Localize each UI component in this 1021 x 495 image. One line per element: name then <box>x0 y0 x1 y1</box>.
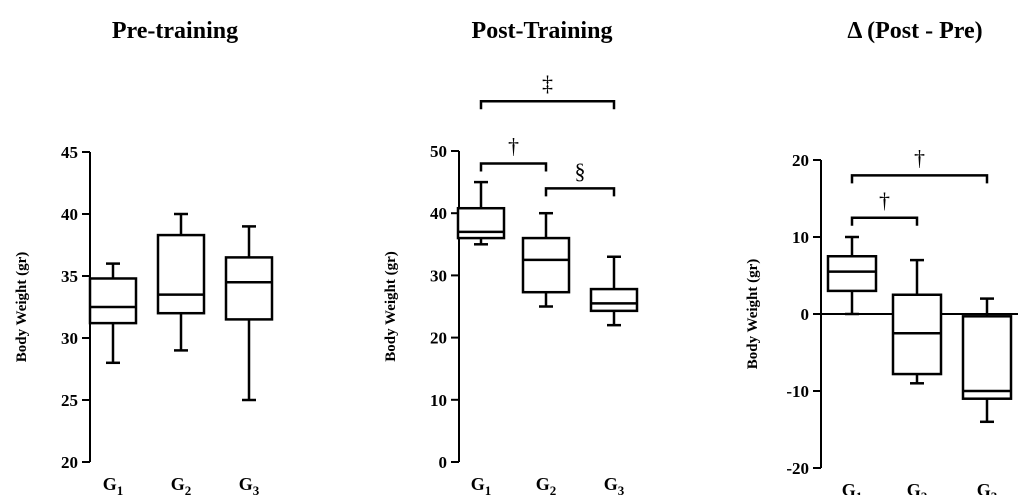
bracket-line <box>544 187 616 197</box>
y-tick-label: 50 <box>430 142 447 161</box>
box-group-2 <box>156 212 206 352</box>
x-tick-label: G2 <box>171 474 192 495</box>
significance-bracket: ‡ <box>479 71 616 110</box>
x-tick-label: G1 <box>471 474 492 495</box>
significance-symbol: † <box>508 133 519 158</box>
y-axis-label: Body Weight (gr) <box>14 252 30 363</box>
x-tick-label: G1 <box>842 480 863 495</box>
box-group-3 <box>224 225 274 402</box>
y-tick-label: 30 <box>430 266 447 285</box>
box-iqr <box>156 233 206 315</box>
box-iqr <box>961 315 1013 400</box>
significance-bracket: † <box>850 145 989 184</box>
x-tick-label: G2 <box>536 474 557 495</box>
chart-title: Post-Training <box>472 18 613 44</box>
box-iqr <box>521 236 571 294</box>
bracket-line <box>479 162 548 172</box>
y-tick-label: 0 <box>439 453 448 472</box>
y-tick-label: 10 <box>430 391 447 410</box>
y-axis-label: Body Weight (gr) <box>745 259 761 370</box>
chart-panel-1: Pre-training 20 25 30 35 40 45 Body Weight (gr)… <box>14 18 274 495</box>
box-group-2 <box>891 258 943 385</box>
y-tick-label: 20 <box>61 453 78 472</box>
significance-bracket: † <box>850 188 919 226</box>
significance-symbol: § <box>575 158 586 183</box>
significance-symbol: † <box>914 145 925 170</box>
significance-symbol: † <box>879 188 890 213</box>
x-tick-label: G3 <box>604 474 625 495</box>
y-tick-label: 45 <box>61 143 78 162</box>
x-tick-label: G3 <box>239 474 260 495</box>
chart-panel-2: Post-Training 0 10 20 30 40 50 Body Weight (gr)… <box>383 18 639 495</box>
y-tick-label: 40 <box>430 204 447 223</box>
box-iqr <box>456 206 506 240</box>
y-tick-label: 10 <box>792 228 809 247</box>
bracket-line <box>850 216 919 226</box>
y-tick-label: -10 <box>786 382 809 401</box>
bracket-line <box>479 99 616 110</box>
box-iqr <box>826 255 878 293</box>
x-tick-label: G3 <box>977 480 998 495</box>
x-tick-label: G1 <box>103 474 124 495</box>
significance-bracket: § <box>544 158 616 197</box>
y-tick-label: 35 <box>61 267 78 286</box>
y-tick-label: 20 <box>430 329 447 348</box>
box-group-1 <box>88 262 138 365</box>
significance-bracket: † <box>479 133 548 172</box>
chart-title: Δ (Post - Pre) <box>847 18 982 44</box>
box-group-2 <box>521 211 571 308</box>
y-tick-label: 40 <box>61 205 78 224</box>
y-tick-label: 20 <box>792 151 809 170</box>
box-iqr <box>589 287 639 313</box>
y-axis-label: Body Weight (gr) <box>383 251 399 362</box>
box-group-3 <box>961 297 1013 424</box>
y-tick-label: 30 <box>61 329 78 348</box>
significance-symbol: ‡ <box>542 71 553 96</box>
bracket-line <box>850 174 989 184</box>
y-tick-label: 0 <box>801 305 810 324</box>
chart-panel-3: Δ (Post - Pre) -20 -10 0 10 20 Body Weight (gr… <box>745 18 1018 495</box>
x-tick-label: G2 <box>907 480 928 495</box>
box-group-1 <box>456 180 506 246</box>
chart-title: Pre-training <box>112 18 238 44</box>
box-iqr <box>224 256 274 321</box>
box-group-1 <box>826 235 878 316</box>
box-iqr <box>88 277 138 325</box>
box-group-3 <box>589 255 639 327</box>
y-tick-label: 25 <box>61 391 78 410</box>
y-tick-label: -20 <box>786 459 809 478</box>
